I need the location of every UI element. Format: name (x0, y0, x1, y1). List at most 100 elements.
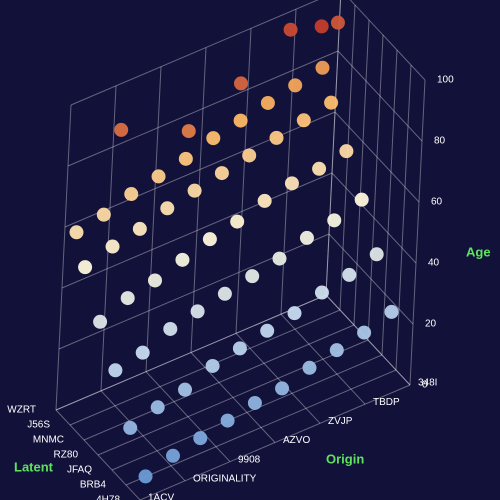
point (354, 192, 369, 207)
point (339, 144, 354, 159)
z-tick-label: 60 (431, 197, 443, 208)
point (163, 321, 178, 336)
y-tick-label: JFAQ (67, 465, 92, 476)
z-grid-line (58, 233, 330, 350)
x-grid-line (100, 390, 186, 482)
point (233, 113, 248, 128)
point (327, 213, 342, 228)
point (230, 214, 245, 229)
point (123, 420, 138, 435)
z-grid-line (64, 111, 336, 228)
point (93, 314, 108, 329)
x-grid-line (145, 66, 162, 372)
y-grid-line (125, 369, 397, 486)
point (234, 76, 248, 91)
z-tick-label: 40 (428, 258, 440, 269)
z-grid-line (331, 172, 417, 264)
point (324, 95, 339, 110)
point (272, 251, 287, 266)
z-tick-label: 0 (422, 380, 428, 391)
point (151, 169, 166, 184)
point (78, 260, 93, 275)
y-axis-title: Latent (14, 459, 54, 474)
point (245, 269, 260, 284)
z-grid-line (61, 172, 333, 289)
point (315, 60, 330, 75)
point (369, 247, 384, 262)
point (124, 187, 139, 202)
point (247, 395, 262, 410)
x-grid-line (145, 371, 231, 463)
point (275, 381, 290, 396)
y-tick-label: 4H78 (96, 495, 120, 500)
point (330, 15, 345, 30)
z-grid-line (55, 294, 327, 411)
point (187, 183, 202, 198)
point (312, 161, 327, 176)
z-axis-title: Age (466, 244, 491, 259)
point (220, 413, 235, 428)
point (206, 131, 221, 146)
y-grid-line (69, 309, 341, 426)
z-grid-line (334, 111, 420, 203)
point (299, 230, 314, 245)
point (217, 286, 232, 301)
point (260, 95, 275, 110)
point (302, 360, 317, 375)
point (175, 252, 190, 267)
point (288, 78, 303, 93)
point (150, 400, 165, 415)
point (178, 151, 193, 166)
x-grid-line (280, 9, 297, 315)
point (296, 113, 311, 128)
point (202, 232, 217, 247)
point (105, 239, 120, 254)
point (260, 323, 275, 338)
x-grid-line (190, 352, 276, 443)
point (69, 225, 84, 240)
point (120, 291, 135, 306)
point (160, 201, 175, 216)
x-tick-label: ORIGINALITY (193, 473, 257, 484)
point (193, 431, 208, 446)
point (242, 148, 257, 163)
y-tick-label: BRB4 (80, 480, 107, 491)
point (269, 130, 284, 145)
z-grid-line (349, 0, 426, 81)
point (148, 273, 162, 288)
y-grid-line (395, 64, 412, 371)
point (283, 22, 298, 37)
x-axis-title: Origin (326, 451, 364, 466)
y-tick-label: MNMC (33, 435, 64, 446)
point (132, 221, 147, 236)
y-grid-line (55, 294, 327, 411)
x-grid-line (325, 0, 342, 296)
y-grid-line (353, 19, 370, 326)
y-grid-line (111, 354, 383, 471)
point (135, 345, 150, 360)
z-grid-line (70, 0, 319, 106)
y-tick-label: J56S (27, 420, 50, 431)
point (257, 193, 272, 208)
point (96, 207, 111, 222)
z-grid-line (337, 50, 423, 142)
x-grid-line (235, 332, 321, 424)
z-tick-label: 80 (434, 136, 446, 147)
x-tick-label: 9908 (238, 454, 261, 465)
y-grid-line (325, 0, 342, 296)
x-grid-line (280, 313, 366, 405)
x-tick-label: 348I (418, 378, 437, 389)
y-grid-line (139, 384, 411, 500)
point (314, 285, 329, 300)
point (384, 304, 399, 319)
x-tick-label: ZVJP (328, 416, 353, 427)
z-tick-label: 100 (437, 75, 454, 86)
point (232, 341, 247, 356)
x-grid-line (325, 294, 411, 386)
y-grid-line (367, 34, 384, 341)
x-tick-label: AZVO (283, 435, 310, 446)
point (357, 325, 372, 340)
point (181, 124, 196, 139)
z-grid-line (325, 294, 411, 386)
point (138, 469, 153, 484)
